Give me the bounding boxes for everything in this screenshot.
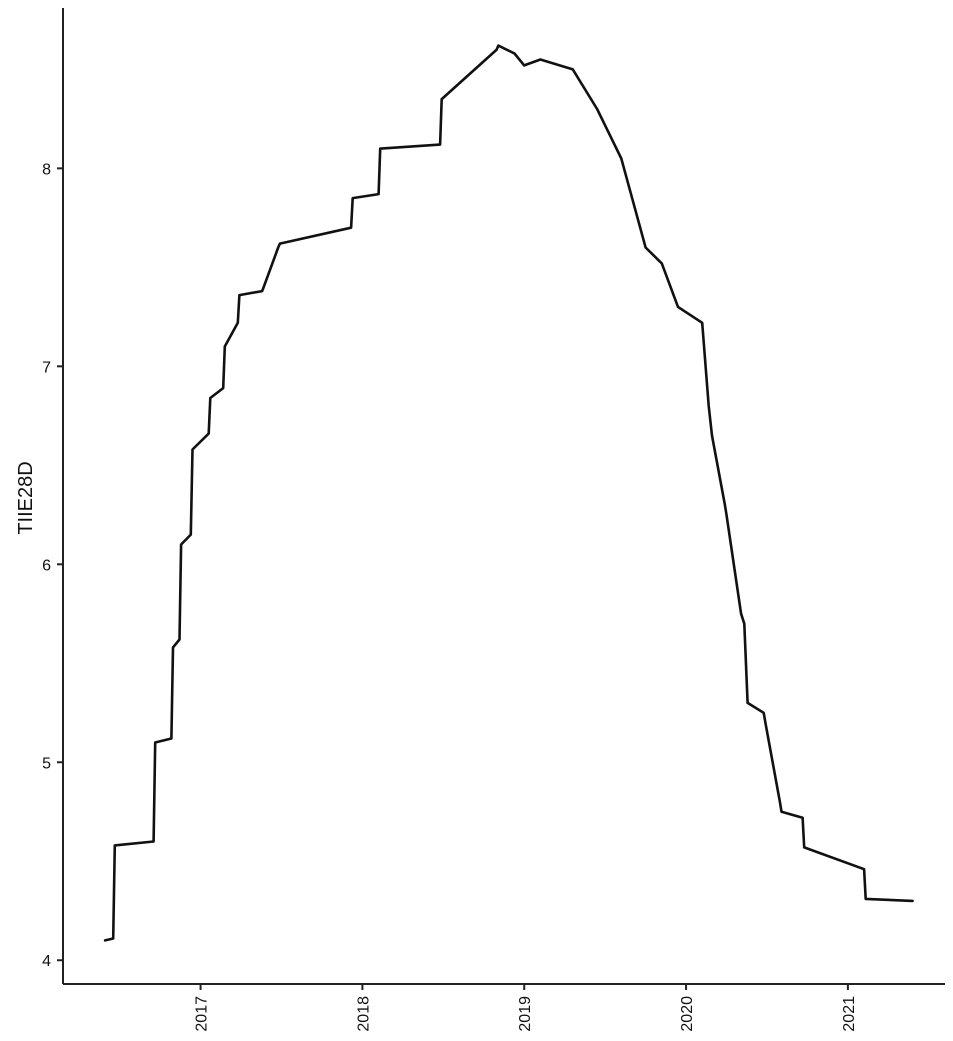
y-tick-label: 7 bbox=[42, 359, 51, 376]
x-tick-label: 2021 bbox=[841, 996, 858, 1032]
x-tick-label: 2018 bbox=[355, 996, 372, 1032]
x-tick-label: 2019 bbox=[517, 996, 534, 1032]
y-tick-label: 6 bbox=[42, 557, 51, 574]
y-tick-label: 4 bbox=[42, 953, 51, 970]
series-line bbox=[103, 44, 914, 942]
series-group bbox=[103, 44, 914, 942]
y-tick-label: 5 bbox=[42, 755, 51, 772]
axes bbox=[62, 8, 945, 985]
y-tick-label: 8 bbox=[42, 161, 51, 178]
x-axis-ticks: 2017 2018 2019 2020 2021 bbox=[194, 984, 858, 1032]
y-axis-title: TIIE28D bbox=[15, 461, 37, 534]
y-axis-ticks: 4 5 6 7 8 bbox=[42, 161, 63, 970]
x-tick-label: 2017 bbox=[194, 996, 211, 1032]
x-tick-label: 2020 bbox=[679, 996, 696, 1032]
